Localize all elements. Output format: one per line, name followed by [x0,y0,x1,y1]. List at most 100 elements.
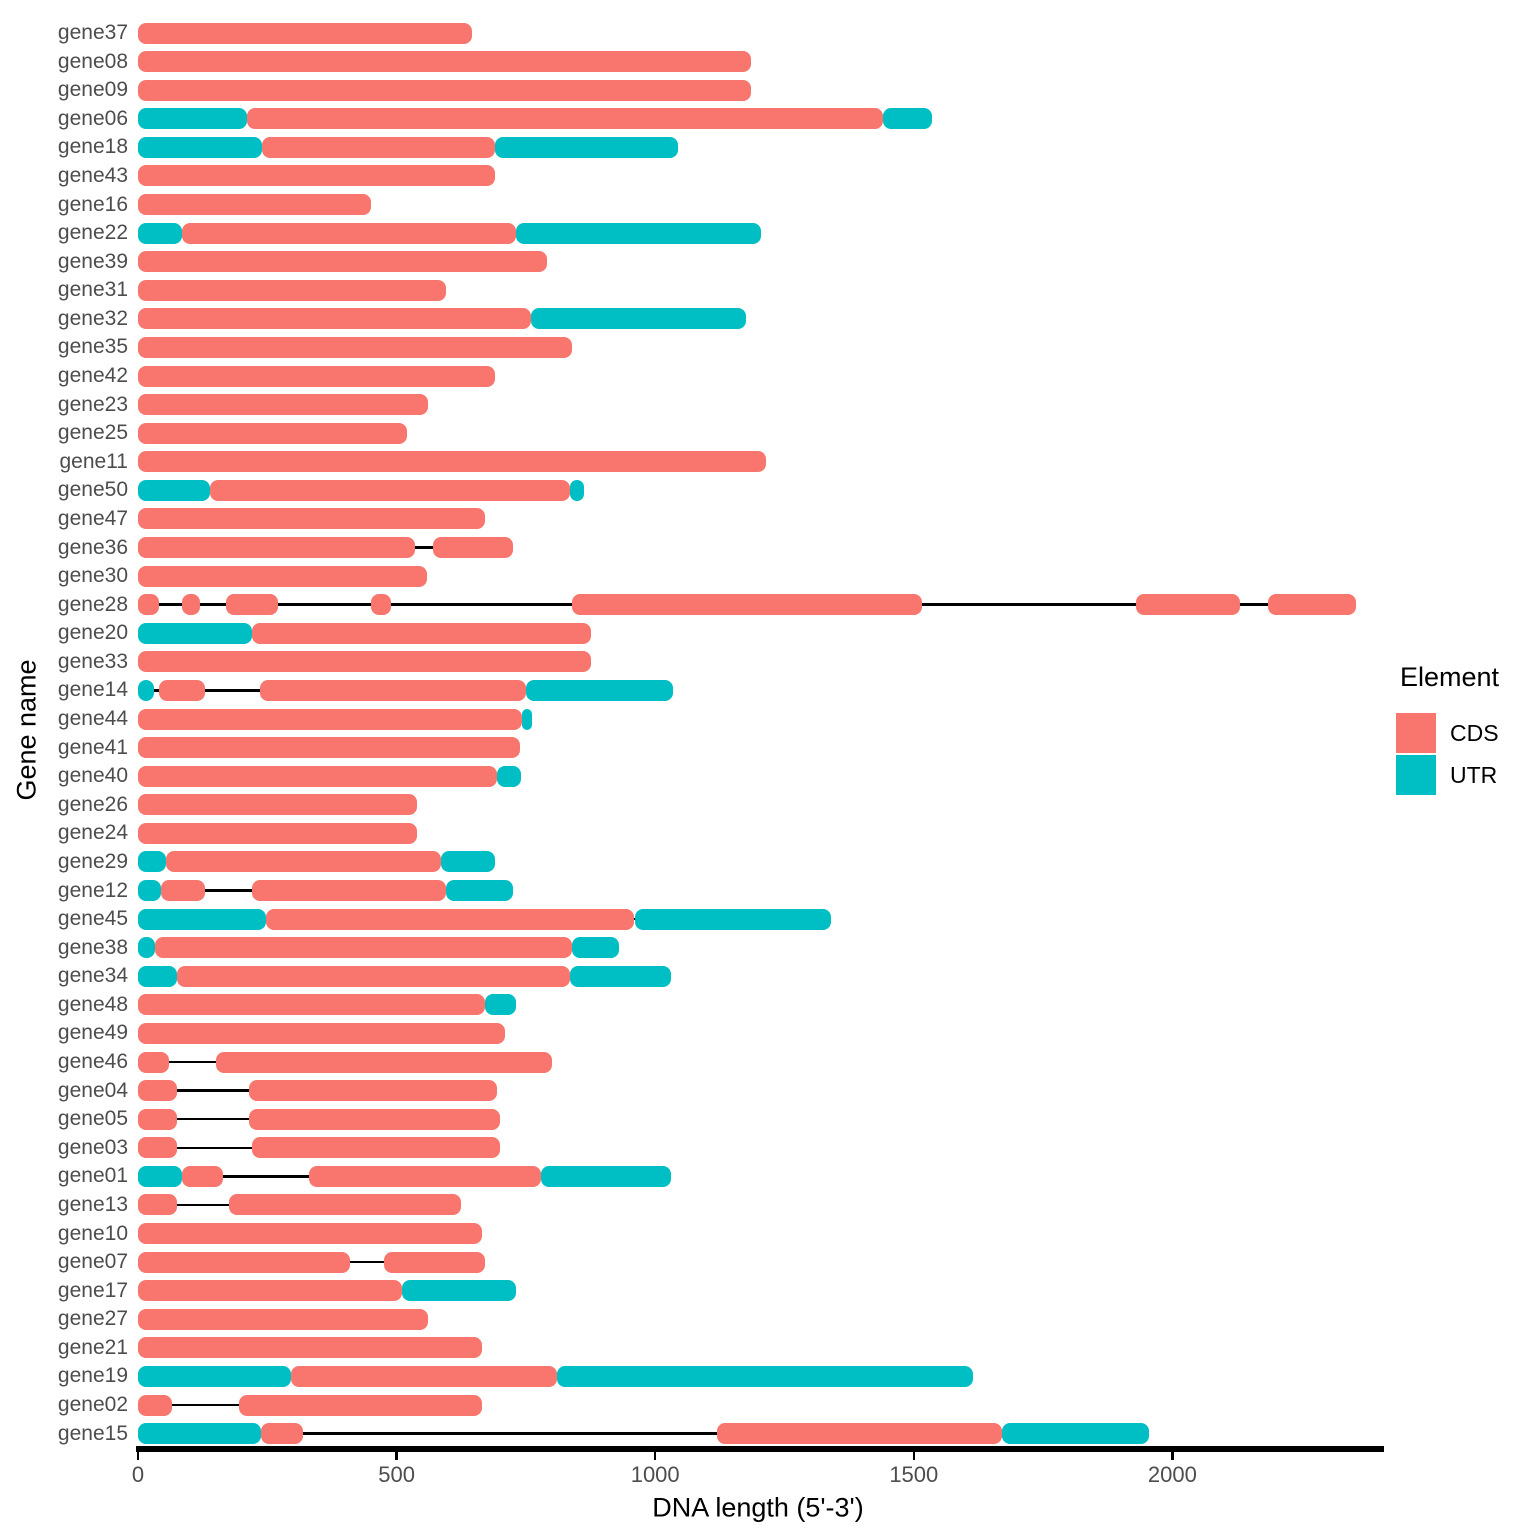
segment-cds [138,1337,482,1359]
segment-cds [138,1080,177,1102]
x-tick-label: 0 [131,1462,145,1487]
gene-label: gene06 [57,106,128,130]
gene-label: gene02 [57,1393,128,1417]
segment-cds [138,1022,506,1044]
gene-label: gene37 [57,21,128,44]
intron-line [138,1432,1150,1435]
gene-label: gene04 [57,1078,128,1102]
segment-utr [138,908,267,930]
segment-cds [138,1394,172,1416]
segment-utr [440,851,495,873]
segment-cds [138,1308,428,1330]
segment-cds [225,594,278,616]
segment-utr [138,136,263,158]
segment-cds [181,1165,224,1187]
segment-utr [497,765,521,787]
segment-utr [1001,1423,1150,1445]
gene-label: gene13 [57,1192,128,1216]
segment-cds [181,594,201,616]
gene-label: gene27 [57,1307,128,1331]
segment-utr [569,965,671,987]
utr-color-swatch [1396,755,1436,795]
segment-cds [138,251,547,273]
legend-label-utr: UTR [1450,761,1498,788]
gene-label: gene12 [57,878,128,902]
segment-utr [531,308,746,330]
gene-label: gene32 [57,306,128,330]
segment-cds [138,508,485,530]
segment-cds [717,1423,1002,1445]
gene-label: gene42 [57,364,128,388]
segment-cds [138,1194,177,1216]
gene-label: gene49 [57,1021,128,1045]
gene-label: gene39 [57,249,128,273]
gene-label: gene28 [57,592,128,616]
x-tick [912,1452,916,1460]
segment-utr [138,222,182,244]
segment-cds [290,1365,557,1387]
segment-cds [251,880,446,902]
gene-label: gene33 [57,649,128,673]
gene-label: gene34 [57,964,128,988]
gene-label: gene20 [57,621,128,645]
segment-cds [138,194,371,215]
segment-cds [138,651,591,673]
segment-utr [138,479,211,501]
gene-label: gene05 [57,1107,128,1131]
gene-label: gene38 [57,935,128,959]
gene-label: gene47 [57,506,128,530]
segment-cds [138,22,472,44]
segment-cds [138,1108,177,1130]
gene-label: gene16 [57,192,128,216]
segment-utr [401,1280,516,1302]
x-tick-label: 2000 [1147,1462,1197,1487]
gene-label: gene31 [57,278,128,302]
segment-utr [138,1365,291,1387]
segment-cds [138,365,495,387]
segment-cds [138,1137,177,1159]
segment-cds [161,880,206,902]
x-tick [653,1452,657,1460]
segment-cds [138,565,427,587]
segment-utr [138,851,167,873]
segment-cds [249,1080,498,1102]
segment-cds [261,1423,304,1445]
legend-title: Element [1400,662,1500,692]
segment-cds [370,594,392,616]
gene-label: gene17 [57,1278,128,1302]
x-tick-label: 1000 [630,1462,680,1487]
segment-utr [522,708,533,730]
gene-label: gene03 [57,1135,128,1159]
gene-label: gene43 [57,163,128,187]
legend: Element CDS UTR [1396,662,1536,797]
segment-cds [266,908,635,930]
segment-utr [138,1165,182,1187]
segment-utr [572,937,619,959]
segment-cds [138,765,498,787]
gene-label: gene19 [57,1364,128,1388]
gene-label: gene22 [57,221,128,245]
segment-utr [634,908,832,930]
segment-cds [251,622,591,644]
x-tick-label: 1500 [889,1462,939,1487]
segment-cds [138,822,418,844]
segment-cds [181,222,516,244]
gene-label: gene30 [57,564,128,588]
segment-cds [138,1280,402,1302]
gene-label: gene50 [57,478,128,502]
gene-label: gene18 [57,135,128,159]
segment-cds [259,679,526,701]
gene-label: gene45 [57,907,128,931]
segment-cds [215,1051,552,1073]
gene-label: gene15 [57,1421,128,1445]
segment-cds [138,165,495,187]
gene-label: gene09 [57,78,128,102]
segment-cds [249,1108,501,1130]
segment-utr [138,880,162,902]
segment-cds [251,1137,501,1159]
gene-label: gene08 [57,49,128,73]
gene-label: gene35 [57,335,128,359]
segment-utr [484,994,516,1016]
segment-cds [432,537,513,559]
